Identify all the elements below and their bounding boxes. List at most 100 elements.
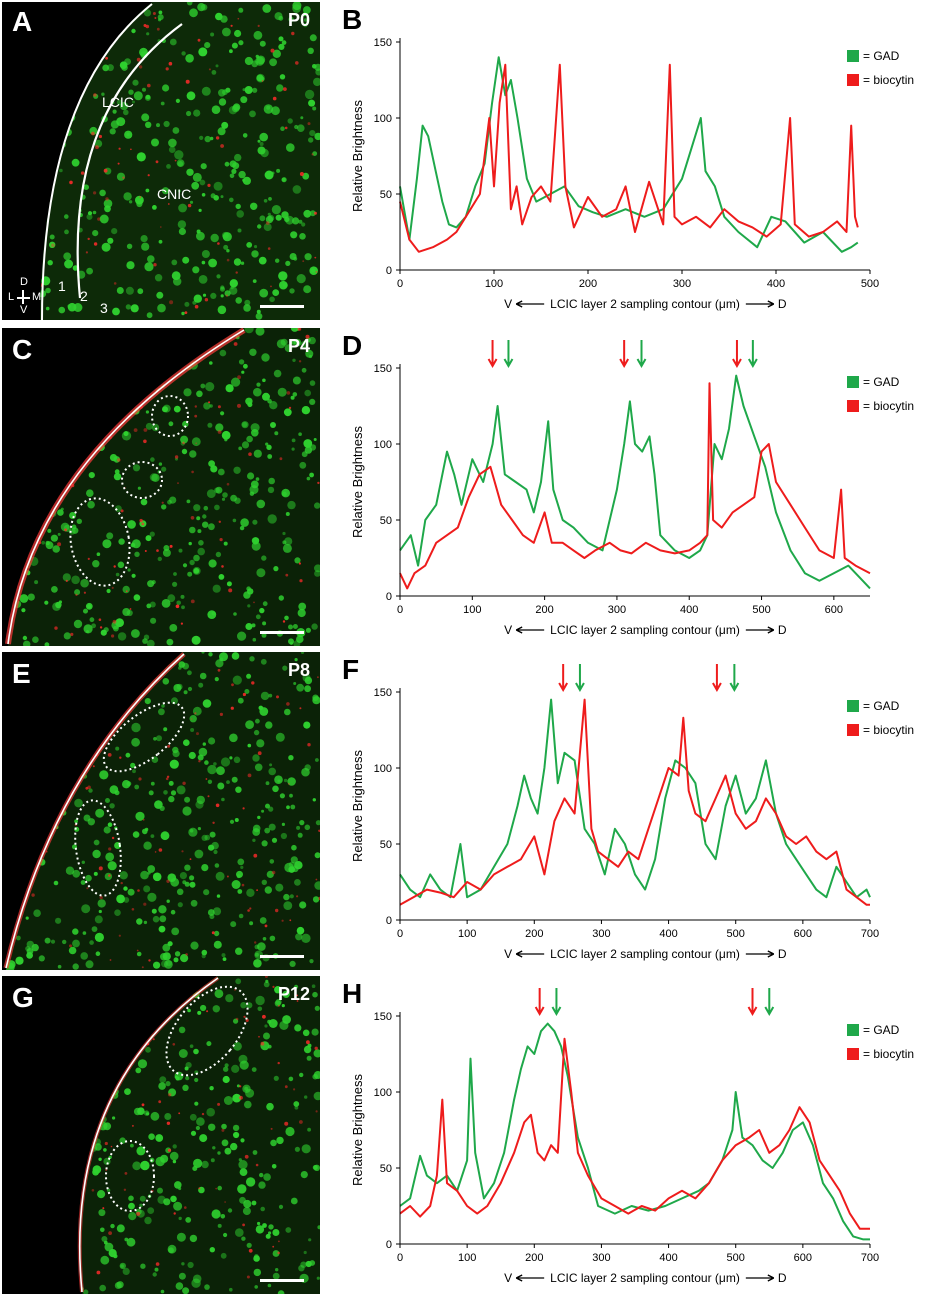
cell-body bbox=[222, 27, 231, 37]
biocytin-speck bbox=[247, 773, 252, 778]
biocytin-speck bbox=[130, 148, 132, 151]
cell-body bbox=[247, 472, 255, 480]
biocytin-speck bbox=[208, 68, 211, 71]
cell-body bbox=[204, 834, 211, 841]
cell-body bbox=[294, 879, 301, 886]
cell-body bbox=[284, 216, 290, 223]
biocytin-speck bbox=[138, 65, 143, 69]
cell-body bbox=[162, 404, 171, 413]
cell-body bbox=[150, 834, 155, 838]
cell-body bbox=[212, 907, 222, 916]
cell-body bbox=[88, 788, 93, 793]
cell-body bbox=[133, 594, 141, 601]
biocytin-speck bbox=[242, 807, 245, 810]
cell-body bbox=[273, 369, 282, 378]
cell-body bbox=[207, 764, 217, 775]
cell-body bbox=[285, 1126, 295, 1137]
cell-body bbox=[261, 809, 265, 813]
cell-body bbox=[266, 444, 272, 450]
panel-letter-a: A bbox=[12, 6, 33, 37]
cell-body bbox=[145, 422, 153, 430]
cell-body bbox=[229, 733, 238, 743]
layer-label-2: 2 bbox=[80, 288, 88, 304]
biocytin-speck bbox=[230, 706, 234, 710]
plot-b: 0 50 100 150 0 100 200 300 400 500 Relative Bright… bbox=[350, 37, 914, 311]
cell-body bbox=[252, 754, 260, 762]
cell-body bbox=[185, 54, 194, 63]
cell-body bbox=[103, 1157, 111, 1165]
cell-body bbox=[315, 758, 319, 762]
biocytin-speck bbox=[166, 879, 170, 883]
cell-body bbox=[150, 781, 155, 786]
cell-body bbox=[98, 909, 102, 914]
cell-body bbox=[217, 1185, 222, 1191]
panel-letter-g: G bbox=[12, 982, 34, 1013]
biocytin-speck bbox=[270, 1127, 273, 1130]
cell-body bbox=[168, 795, 175, 803]
cell-body bbox=[146, 639, 155, 646]
pial-surface-line bbox=[78, 977, 219, 1293]
cell-body bbox=[301, 451, 308, 458]
cell-body bbox=[170, 1195, 177, 1203]
cell-body bbox=[235, 978, 242, 985]
biocytin-speck bbox=[91, 1189, 95, 1192]
y-tick-label: 150 bbox=[374, 37, 392, 49]
plot-h: 0 50 100 150 0 100 200 300 400 500 600 700 Relative … bbox=[350, 988, 914, 1285]
cell-body bbox=[162, 943, 171, 952]
cell-body bbox=[220, 1214, 226, 1219]
cell-body bbox=[172, 1144, 177, 1149]
biocytin-speck bbox=[137, 889, 140, 892]
cell-body bbox=[230, 921, 237, 928]
cell-body bbox=[158, 10, 163, 15]
cell-body bbox=[219, 349, 227, 357]
biocytin-speck bbox=[204, 298, 209, 302]
cell-body bbox=[256, 568, 266, 578]
biocytin-speck bbox=[279, 457, 283, 461]
cell-body bbox=[225, 994, 234, 1003]
biocytin-speck bbox=[143, 902, 147, 906]
cell-body bbox=[256, 309, 261, 314]
biocytin-speck bbox=[126, 590, 128, 592]
panel-letter-e: E bbox=[12, 658, 31, 689]
biocytin-speck bbox=[31, 893, 35, 897]
cell-body bbox=[196, 516, 201, 521]
cell-body bbox=[307, 1127, 311, 1132]
biocytin-speck bbox=[194, 304, 199, 309]
cell-body bbox=[304, 685, 311, 693]
cell-body bbox=[76, 518, 83, 524]
x-tick-label: 100 bbox=[458, 1252, 476, 1264]
cell-body bbox=[55, 917, 62, 924]
cell-body bbox=[309, 444, 317, 451]
biocytin-speck bbox=[264, 976, 268, 978]
cell-body bbox=[303, 285, 312, 294]
cell-body bbox=[262, 937, 267, 941]
cell-body bbox=[252, 838, 256, 842]
cell-body bbox=[255, 328, 265, 336]
cell-body bbox=[255, 312, 263, 320]
series-biocytin bbox=[399, 698, 870, 906]
biocytin-speck bbox=[160, 226, 162, 228]
cell-body bbox=[116, 1224, 125, 1233]
legend-swatch-gad bbox=[847, 50, 859, 62]
cell-body bbox=[83, 814, 91, 822]
cell-body bbox=[45, 287, 51, 294]
cell-body bbox=[263, 1032, 270, 1040]
cell-body bbox=[123, 109, 129, 116]
cell-body bbox=[140, 1263, 146, 1269]
cell-body bbox=[130, 304, 139, 313]
cell-body bbox=[168, 146, 176, 153]
cell-body bbox=[238, 7, 244, 13]
cell-body bbox=[166, 638, 174, 646]
cell-body bbox=[172, 127, 180, 134]
arrow-right-icon bbox=[745, 300, 775, 308]
biocytin-speck bbox=[314, 211, 317, 215]
legend-label-biocytin: = biocytin bbox=[863, 723, 914, 737]
cell-body bbox=[280, 832, 287, 840]
cell-body bbox=[249, 921, 254, 926]
orient-cross-v bbox=[22, 290, 24, 304]
micrograph-a: A P0 LCIC CNIC 1 2 3 D L M V bbox=[2, 2, 320, 320]
cell-body bbox=[183, 739, 190, 746]
cell-body bbox=[169, 1151, 179, 1161]
x-axis-label-dorsal: D bbox=[778, 297, 787, 311]
orient-l: L bbox=[8, 291, 15, 303]
